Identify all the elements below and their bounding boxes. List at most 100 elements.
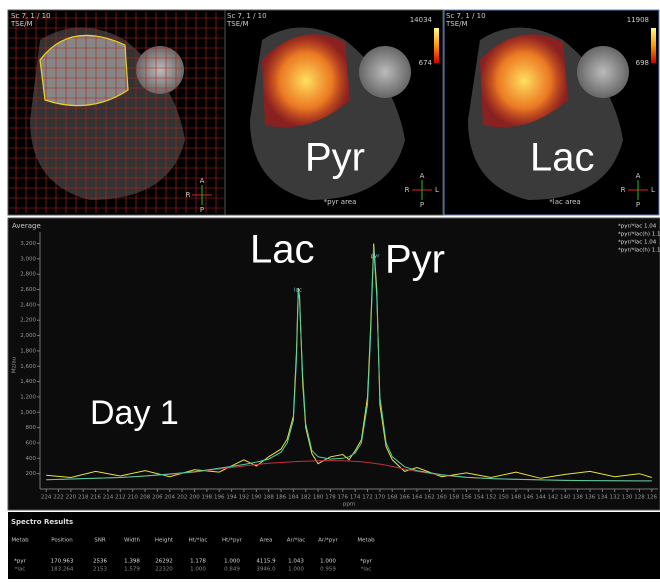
y-tick-label: 2,200	[20, 318, 36, 324]
orientation: A	[420, 172, 425, 180]
x-tick-label: 172	[362, 495, 373, 501]
x-tick-label: 142	[548, 495, 559, 501]
x-tick-label: 152	[486, 495, 497, 501]
x-tick-label: 210	[127, 495, 138, 501]
roi-label: *pyr area	[324, 198, 357, 206]
ratio-label: *pyr/*lac(h) 1.18	[618, 232, 660, 238]
y-tick-label: 600	[26, 440, 37, 446]
y-tick-label: 2,800	[20, 272, 36, 278]
table-cell: 1.579	[124, 567, 140, 573]
sequence-label: TSE/M	[226, 20, 249, 28]
results-panel: Spectro Results Metab Position SNR Width Hei…	[8, 512, 660, 579]
x-tick-label: 214	[103, 495, 114, 501]
x-tick-label: 176	[338, 495, 349, 501]
orientation: P	[420, 201, 424, 209]
x-tick-label: 204	[165, 495, 176, 501]
y-tick-label: 1,600	[20, 364, 36, 370]
roi-label: *lac area	[549, 198, 580, 206]
orientation: L	[435, 186, 439, 194]
x-tick-label: 190	[251, 495, 262, 501]
x-tick-label: 146	[523, 495, 534, 501]
column-header: Area	[260, 538, 273, 544]
ratio-label: *pyr/*lac 1.04	[618, 224, 657, 230]
y-tick-label: 1,200	[20, 394, 36, 400]
x-tick-label: 212	[115, 495, 126, 501]
x-tick-label: 208	[140, 495, 151, 501]
column-header: Ar/*pyr	[318, 538, 338, 544]
results-title: Spectro Results	[11, 518, 73, 526]
x-tick-label: 144	[535, 495, 546, 501]
image-panel[interactable]: Sc 7, 1 / 10 TSE/M 14034 674 Pyr *pyr ar…	[225, 10, 443, 215]
table-cell: 0.849	[224, 567, 240, 573]
series-label: Sc 7, 1 / 10	[11, 12, 51, 20]
x-tick-label: 194	[226, 495, 237, 501]
column-header: Width	[124, 538, 140, 544]
x-tick-label: 150	[498, 495, 509, 501]
x-tick-label: 184	[288, 495, 299, 501]
screen: Sc 7, 1 / 10 TSE/M A R P Sc 7, 1 / 10 TS…	[0, 0, 660, 579]
x-tick-label: 224	[41, 495, 52, 501]
orientation: A	[636, 172, 641, 180]
table-cell: 22320	[155, 567, 173, 573]
x-tick-label: 192	[239, 495, 250, 501]
y-tick-label: 2,000	[20, 333, 36, 339]
y-tick-label: 2,400	[20, 302, 36, 308]
x-tick-label: 188	[263, 495, 274, 501]
x-axis-label: ppm	[343, 502, 355, 508]
colorbar-min: 698	[636, 59, 649, 67]
series-label: Sc 7, 1 / 10	[446, 12, 486, 20]
x-tick-label: 180	[313, 495, 324, 501]
column-header: Metab	[11, 538, 29, 544]
x-tick-label: 216	[90, 495, 101, 501]
x-tick-label: 130	[622, 495, 633, 501]
x-tick-label: 198	[202, 495, 213, 501]
x-tick-label: 178	[325, 495, 336, 501]
series-label: Sc 7, 1 / 10	[227, 12, 267, 20]
x-tick-label: 138	[572, 495, 583, 501]
x-tick-label: 140	[560, 495, 571, 501]
column-header: SNR	[94, 538, 106, 544]
x-tick-label: 148	[511, 495, 522, 501]
table-cell: *lac	[15, 567, 26, 573]
image-panel[interactable]: Sc 7, 1 / 10 TSE/M A R P	[8, 10, 225, 215]
column-header: Ht/*pyr	[222, 538, 243, 544]
x-tick-label: 202	[177, 495, 188, 501]
orientation: A	[200, 177, 205, 185]
colorbar-min: 674	[419, 59, 433, 67]
table-cell: 1.398	[124, 559, 140, 565]
table-cell: *pyr	[14, 559, 26, 565]
annotation: Day 1	[90, 394, 179, 432]
x-tick-label: 158	[449, 495, 460, 501]
spectrum-panel: Average Mz/au ppm Lac Pyr Day 1 20040060…	[8, 218, 660, 510]
x-tick-label: 134	[597, 495, 608, 501]
sequence-label: TSE/M	[445, 20, 468, 28]
column-header: Ar/*lac	[287, 538, 306, 544]
y-tick-label: 2,600	[20, 287, 36, 293]
table-cell: 1.000	[288, 567, 304, 573]
image-panel[interactable]: Sc 7, 1 / 10 TSE/M 11908 698 Lac *lac ar…	[444, 10, 659, 215]
y-tick-label: 3,000	[20, 256, 36, 262]
orientation: P	[636, 201, 640, 209]
x-tick-label: 200	[189, 495, 200, 501]
x-tick-label: 156	[461, 495, 472, 501]
table-cell: 1.043	[288, 559, 304, 565]
table-cell: *lac	[361, 567, 372, 573]
table-cell: 1.000	[190, 567, 206, 573]
orientation: P	[200, 206, 204, 214]
x-tick-label: 186	[276, 495, 287, 501]
x-tick-label: 196	[214, 495, 225, 501]
y-tick-label: 400	[26, 456, 37, 462]
x-tick-label: 206	[152, 495, 163, 501]
table-cell: 1.000	[320, 559, 336, 565]
x-tick-label: 168	[387, 495, 398, 501]
table-cell: 2153	[93, 567, 107, 573]
column-header: Position	[51, 538, 73, 544]
annotation: Pyr	[385, 238, 445, 282]
table-cell: 26292	[155, 559, 173, 565]
column-header: Height	[155, 538, 174, 544]
ratio-label: *pyr/*lac(h) 1.18	[618, 248, 660, 254]
table-cell: 170.963	[51, 559, 74, 565]
x-tick-label: 164	[412, 495, 423, 501]
x-tick-label: 182	[300, 495, 311, 501]
y-tick-label: 1,000	[20, 410, 36, 416]
